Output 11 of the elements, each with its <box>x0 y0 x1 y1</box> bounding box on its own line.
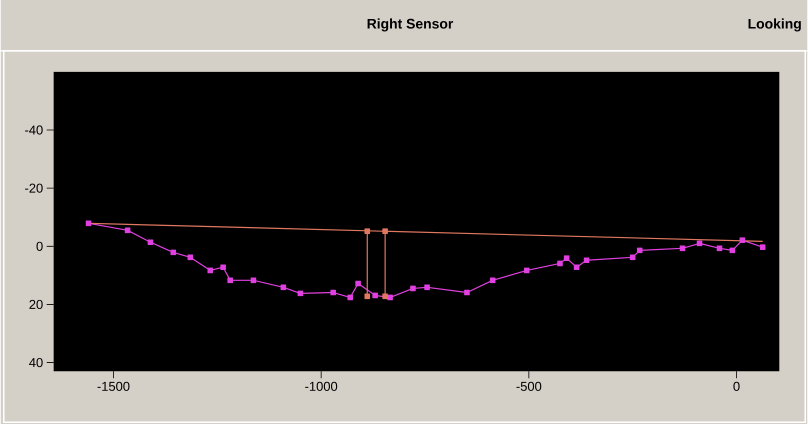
x-tick-label: -1000 <box>305 382 338 391</box>
x-tick-label: -1500 <box>98 382 130 391</box>
y-tick-label: 20 <box>29 300 43 309</box>
y-tick-label: -40 <box>25 125 43 134</box>
x-tick-label: 0 <box>733 382 740 391</box>
y-tick-label: -20 <box>25 183 43 193</box>
y-tick-label: 40 <box>29 358 43 368</box>
text: Looking <box>748 18 801 32</box>
y-tick-label: 0 <box>36 242 43 251</box>
chart-title: Right Sensor <box>368 18 454 32</box>
x-tick-label: -500 <box>516 382 542 391</box>
